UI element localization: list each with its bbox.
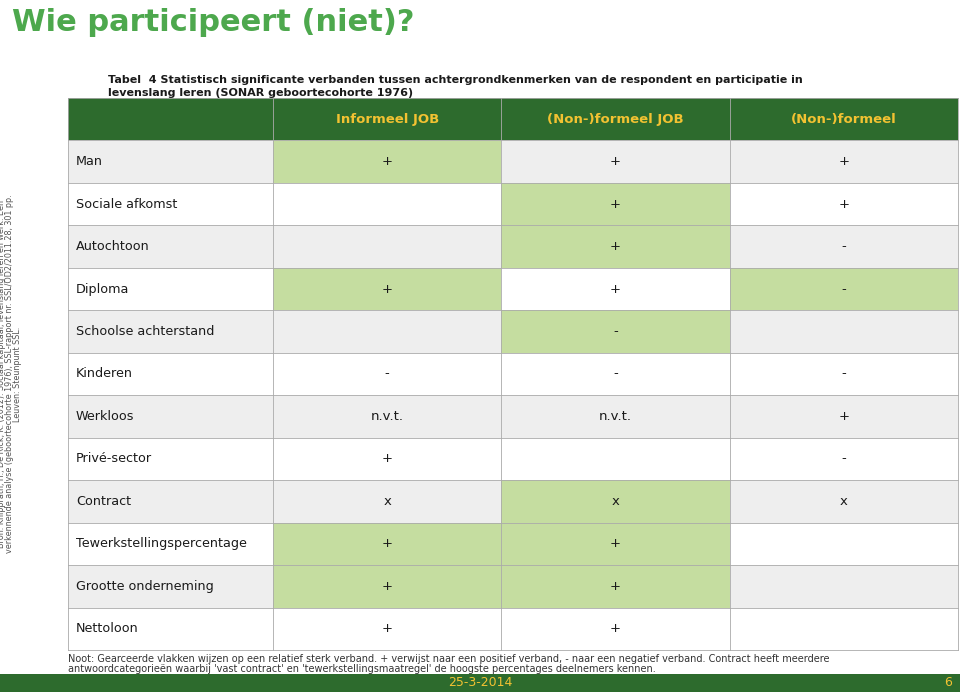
Text: +: + <box>610 155 621 168</box>
Bar <box>0 674 960 692</box>
Text: -: - <box>385 367 390 381</box>
Text: Nettoloon: Nettoloon <box>76 622 139 635</box>
Bar <box>501 522 730 565</box>
Text: n.v.t.: n.v.t. <box>371 410 403 423</box>
Text: x: x <box>840 495 848 508</box>
Text: +: + <box>382 453 393 466</box>
Text: +: + <box>382 282 393 295</box>
Bar <box>68 480 958 522</box>
Text: Man: Man <box>76 155 103 168</box>
Text: +: + <box>382 580 393 593</box>
Text: Informeel JOB: Informeel JOB <box>336 113 439 126</box>
Text: -: - <box>842 367 846 381</box>
Bar <box>68 310 958 353</box>
Bar <box>68 98 958 140</box>
Bar <box>68 438 958 480</box>
Text: Bron: Knipprath, H., De Rick, K. (2012). Sociaal kapitaal, levenslang leren en w: Bron: Knipprath, H., De Rick, K. (2012).… <box>0 200 7 548</box>
Bar <box>273 522 501 565</box>
Bar <box>501 183 730 226</box>
Bar <box>68 183 958 226</box>
Text: Tewerkstellingspercentage: Tewerkstellingspercentage <box>76 538 247 550</box>
Text: n.v.t.: n.v.t. <box>599 410 632 423</box>
Text: -: - <box>613 367 618 381</box>
Bar <box>501 480 730 522</box>
Bar <box>501 310 730 353</box>
Text: -: - <box>842 453 846 466</box>
Text: +: + <box>838 198 850 210</box>
Text: -: - <box>842 282 846 295</box>
Text: +: + <box>838 155 850 168</box>
Text: -: - <box>613 325 618 338</box>
Text: -: - <box>842 240 846 253</box>
Bar <box>68 565 958 608</box>
Bar <box>68 395 958 438</box>
Text: Noot: Gearceerde vlakken wijzen op een relatief sterk verband. + verwijst naar e: Noot: Gearceerde vlakken wijzen op een r… <box>68 654 829 664</box>
Text: x: x <box>383 495 391 508</box>
Text: Schoolse achterstand: Schoolse achterstand <box>76 325 214 338</box>
Text: Diploma: Diploma <box>76 282 130 295</box>
Bar <box>68 522 958 565</box>
Bar <box>68 140 958 183</box>
Text: antwoordcategorieën waarbij 'vast contract' en 'tewerkstellingsmaatregel' de hoo: antwoordcategorieën waarbij 'vast contra… <box>68 664 656 674</box>
Text: +: + <box>382 622 393 635</box>
Text: +: + <box>610 580 621 593</box>
Text: 25-3-2014: 25-3-2014 <box>447 677 513 689</box>
Text: +: + <box>838 410 850 423</box>
Text: +: + <box>610 538 621 550</box>
Text: +: + <box>382 155 393 168</box>
Text: x: x <box>612 495 619 508</box>
Text: Autochtoon: Autochtoon <box>76 240 150 253</box>
Text: +: + <box>610 240 621 253</box>
Text: +: + <box>610 282 621 295</box>
Bar <box>273 268 501 310</box>
Text: 6: 6 <box>944 677 952 689</box>
Text: Grootte onderneming: Grootte onderneming <box>76 580 214 593</box>
Text: Privé-sector: Privé-sector <box>76 453 152 466</box>
Bar <box>273 565 501 608</box>
Text: (Non-)formeel JOB: (Non-)formeel JOB <box>547 113 684 126</box>
Bar <box>68 268 958 310</box>
Bar <box>730 268 958 310</box>
Bar <box>501 565 730 608</box>
Text: levenslang leren (SONAR geboortecohorte 1976): levenslang leren (SONAR geboortecohorte … <box>108 88 413 98</box>
Text: verkennende analyse (geboortecohorte 1976), SSL-rapport nr. SSL/OD2/2011.28, 301: verkennende analyse (geboortecohorte 197… <box>6 194 14 554</box>
Text: Wie participeert (niet)?: Wie participeert (niet)? <box>12 8 415 37</box>
Text: Tabel  4 Statistisch significante verbanden tussen achtergrondkenmerken van de r: Tabel 4 Statistisch significante verband… <box>108 75 803 85</box>
Bar <box>68 608 958 650</box>
Text: Contract: Contract <box>76 495 132 508</box>
Text: +: + <box>610 198 621 210</box>
Text: Leuven: Steunpunt SSL.: Leuven: Steunpunt SSL. <box>13 327 22 421</box>
Text: +: + <box>382 538 393 550</box>
Text: +: + <box>610 622 621 635</box>
Text: Kinderen: Kinderen <box>76 367 133 381</box>
Bar <box>501 226 730 268</box>
Bar <box>68 353 958 395</box>
Bar <box>273 140 501 183</box>
Text: Sociale afkomst: Sociale afkomst <box>76 198 178 210</box>
Text: Werkloos: Werkloos <box>76 410 134 423</box>
Bar <box>68 226 958 268</box>
Text: (Non-)formeel: (Non-)formeel <box>791 113 897 126</box>
